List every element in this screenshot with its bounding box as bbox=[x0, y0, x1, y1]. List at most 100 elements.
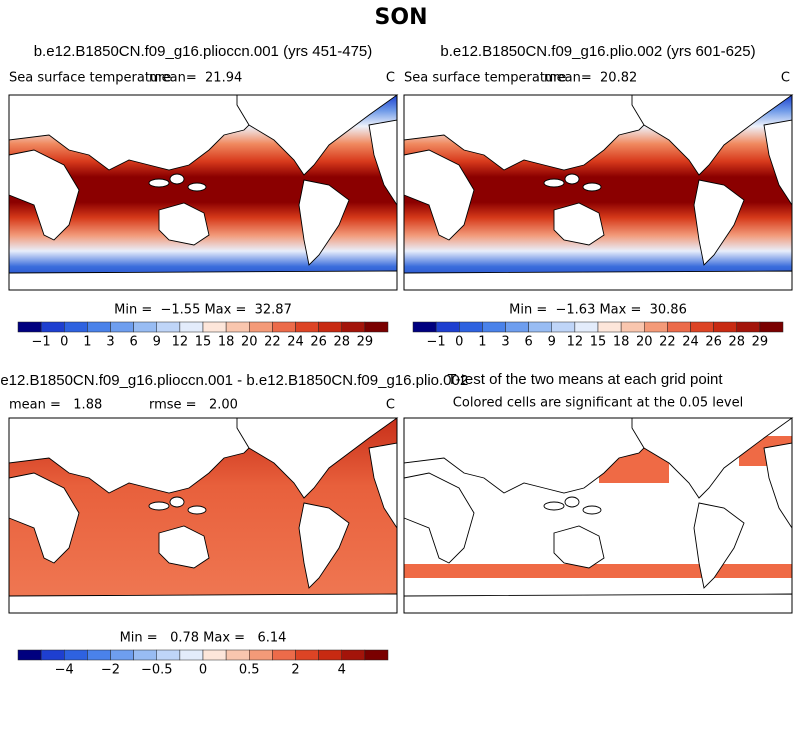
colorbar-label: 26 bbox=[310, 335, 327, 350]
colorbar-label: 26 bbox=[705, 335, 722, 350]
center-label: mean= 21.94 bbox=[149, 71, 242, 86]
panel-title: T-test of the two means at each grid poi… bbox=[447, 371, 723, 388]
panel: b.e12.B1850CN.f09_g16.plioccn.001 - b.e1… bbox=[0, 372, 468, 678]
colorbar-box bbox=[64, 321, 88, 333]
panels: b.e12.B1850CN.f09_g16.plioccn.001 (yrs 4… bbox=[0, 43, 793, 678]
colorbar-label: −0.5 bbox=[141, 663, 173, 678]
colorbar-box bbox=[133, 649, 157, 661]
colorbar-box bbox=[156, 321, 181, 333]
panel: b.e12.B1850CN.f09_g16.plioccn.001 (yrs 4… bbox=[8, 43, 398, 350]
map bbox=[403, 417, 793, 614]
colorbar-label: 0 bbox=[199, 663, 207, 678]
colorbar-label: 22 bbox=[659, 335, 676, 350]
colorbar-label: 15 bbox=[590, 335, 607, 350]
colorbar-box bbox=[295, 649, 319, 661]
min-max: Min = −1.55 Max = 32.87 bbox=[114, 303, 292, 318]
colorbar-box bbox=[17, 649, 42, 661]
colorbar-label: 4 bbox=[338, 663, 346, 678]
colorbar-box bbox=[272, 649, 296, 661]
right-label: C bbox=[386, 71, 395, 86]
colorbar-box bbox=[40, 321, 65, 333]
colorbar-box bbox=[272, 321, 296, 333]
colorbar-label: 1 bbox=[83, 335, 91, 350]
colorbar-box bbox=[412, 321, 437, 333]
colorbar-label: 24 bbox=[682, 335, 699, 350]
colorbar-label: 29 bbox=[752, 335, 769, 350]
colorbar-box bbox=[179, 321, 204, 333]
colorbar-label: 18 bbox=[218, 335, 235, 350]
colorbar-label: −2 bbox=[101, 663, 120, 678]
center-label: mean= 20.82 bbox=[544, 71, 637, 86]
colorbar-label: 29 bbox=[357, 335, 374, 350]
center-label: rmse = 2.00 bbox=[149, 398, 238, 413]
left-label: mean = 1.88 bbox=[9, 398, 102, 413]
colorbar-box bbox=[667, 321, 691, 333]
panel-title: b.e12.B1850CN.f09_g16.plio.002 (yrs 601-… bbox=[440, 43, 755, 60]
colorbar-label: 12 bbox=[567, 335, 584, 350]
colorbar-label: 9 bbox=[548, 335, 556, 350]
panel: T-test of the two means at each grid poi… bbox=[403, 371, 793, 614]
left-label: Sea surface temperature bbox=[9, 71, 171, 86]
colorbar-label: 0 bbox=[60, 335, 68, 350]
colorbar-label: −4 bbox=[55, 663, 74, 678]
right-label: C bbox=[781, 71, 790, 86]
map-frame bbox=[8, 94, 398, 291]
panel-title: b.e12.B1850CN.f09_g16.plioccn.001 (yrs 4… bbox=[34, 43, 373, 60]
colorbar-box bbox=[459, 321, 483, 333]
colorbar-box bbox=[341, 321, 366, 333]
colorbar-label: 28 bbox=[333, 335, 350, 350]
colorbar-box bbox=[87, 321, 111, 333]
colorbar-box bbox=[40, 649, 65, 661]
colorbar-box bbox=[736, 321, 761, 333]
colorbar-box bbox=[249, 649, 273, 661]
map-frame bbox=[403, 417, 793, 614]
colorbar-box bbox=[644, 321, 668, 333]
colorbar-label: 18 bbox=[613, 335, 630, 350]
colorbar-label: 9 bbox=[153, 335, 161, 350]
colorbar-label: 3 bbox=[501, 335, 509, 350]
colorbar-box bbox=[341, 649, 366, 661]
colorbar-label: 6 bbox=[129, 335, 137, 350]
map-frame bbox=[403, 94, 793, 291]
colorbar-box bbox=[574, 321, 599, 333]
colorbar-box bbox=[620, 321, 645, 333]
colorbar-box bbox=[64, 649, 88, 661]
map-frame bbox=[8, 417, 398, 614]
right-label: C bbox=[386, 398, 395, 413]
left-label: Sea surface temperature bbox=[404, 71, 566, 86]
colorbar-box bbox=[364, 649, 389, 661]
colorbar-label: −1 bbox=[32, 335, 51, 350]
map bbox=[403, 94, 793, 291]
colorbar-label: 20 bbox=[636, 335, 653, 350]
colorbar-box bbox=[133, 321, 157, 333]
colorbar-box bbox=[597, 321, 622, 333]
colorbar-label: 12 bbox=[172, 335, 189, 350]
colorbar-label: 24 bbox=[287, 335, 304, 350]
colorbar-box bbox=[295, 321, 319, 333]
colorbar-label: −1 bbox=[427, 335, 446, 350]
colorbar-box bbox=[156, 649, 181, 661]
colorbar-box bbox=[179, 649, 204, 661]
colorbar-box bbox=[318, 321, 342, 333]
colorbar-label: 0.5 bbox=[239, 663, 260, 678]
colorbar-box bbox=[202, 649, 227, 661]
colorbar-box bbox=[87, 649, 111, 661]
colorbar-box bbox=[713, 321, 737, 333]
panel: b.e12.B1850CN.f09_g16.plio.002 (yrs 601-… bbox=[403, 43, 793, 350]
colorbar-box bbox=[759, 321, 784, 333]
min-max: Min = −1.63 Max = 30.86 bbox=[509, 303, 687, 318]
colorbar-box bbox=[528, 321, 552, 333]
min-max: Min = 0.78 Max = 6.14 bbox=[120, 631, 287, 646]
colorbar-box bbox=[225, 649, 250, 661]
figure-title: SON bbox=[375, 5, 428, 30]
colorbar-box bbox=[435, 321, 460, 333]
colorbar-box bbox=[364, 321, 389, 333]
colorbar-label: 6 bbox=[524, 335, 532, 350]
colorbar-box bbox=[249, 321, 273, 333]
colorbar-box bbox=[482, 321, 506, 333]
colorbar-label: 2 bbox=[291, 663, 299, 678]
colorbar-box bbox=[318, 649, 342, 661]
panel-title: b.e12.B1850CN.f09_g16.plioccn.001 - b.e1… bbox=[0, 372, 468, 389]
colorbar-box bbox=[690, 321, 714, 333]
